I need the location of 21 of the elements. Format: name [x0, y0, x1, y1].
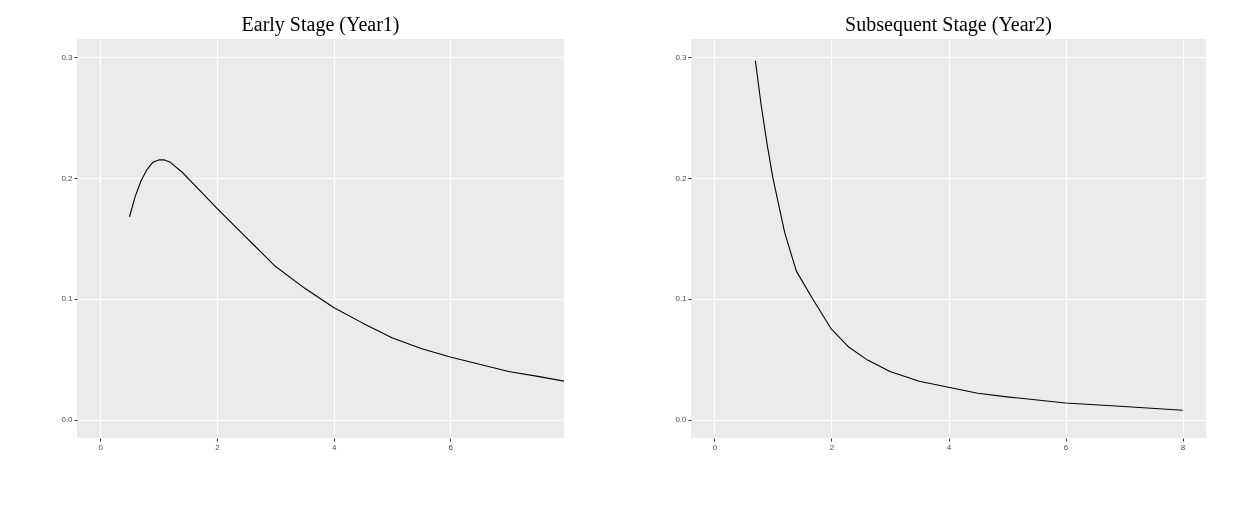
x-tick-label: 0: [712, 442, 718, 452]
y-tick-label: 0.2: [675, 173, 688, 183]
x-tick-label: 6: [1063, 442, 1069, 452]
x-tick-label: 4: [946, 442, 952, 452]
y-tick-label: 0.3: [61, 52, 74, 62]
line-series: [754, 60, 1184, 411]
y-tick-label: 0.1: [675, 294, 688, 304]
chart-title: Subsequent Stage (Year2): [845, 13, 1052, 36]
y-tick-label: 0.0: [675, 415, 688, 425]
y-tick-label: 0.3: [675, 52, 688, 62]
x-tick-label: 0: [98, 442, 104, 452]
y-tick-label: 0.2: [61, 173, 74, 183]
x-tick-label: 2: [215, 442, 221, 452]
chart-title: Early Stage (Year1): [241, 13, 400, 36]
x-tick-label: 6: [448, 442, 454, 452]
x-tick-label: 2: [829, 442, 835, 452]
y-tick-label: 0.1: [61, 294, 74, 304]
y-tick-label: 0.0: [61, 415, 74, 425]
line-series: [128, 159, 564, 382]
x-tick-label: 4: [331, 442, 337, 452]
x-tick-label: 8: [1180, 442, 1186, 452]
